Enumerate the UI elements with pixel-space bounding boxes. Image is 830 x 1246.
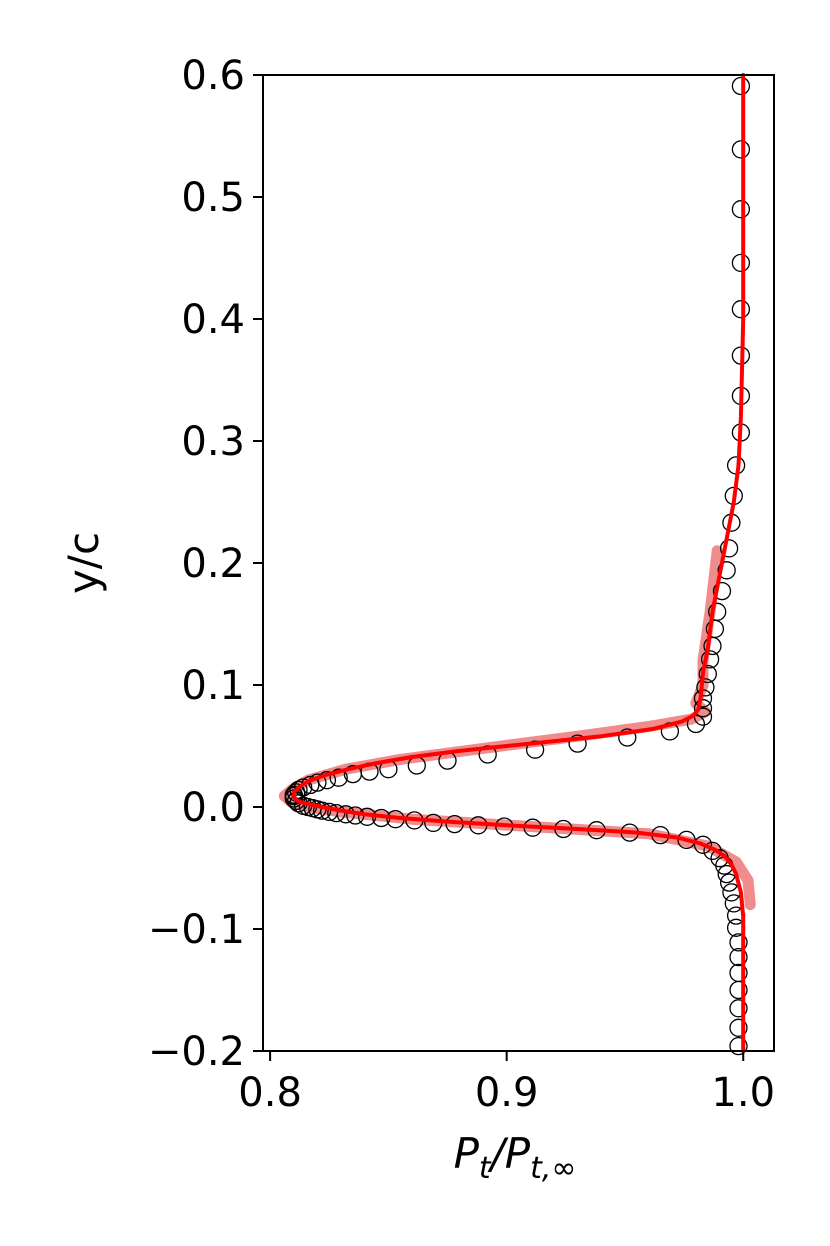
data-point	[729, 1036, 748, 1056]
data-point	[677, 830, 696, 850]
data-point	[717, 561, 736, 580]
data-point	[618, 728, 637, 747]
data-point	[731, 300, 751, 319]
data-point	[712, 581, 732, 601]
x-tick-label: 0.8	[238, 1070, 302, 1116]
series-line	[291, 73, 746, 1053]
y-tick-label: 0.5	[181, 175, 245, 221]
y-tick-label: 0.3	[181, 419, 245, 465]
x-tick-label: 1.0	[711, 1070, 775, 1116]
line-layer	[291, 73, 746, 1053]
y-axis-ticks: −0.2 −0.1 0.0 0.1 0.2 0.3 0.4 0.5 0.6	[148, 53, 263, 1075]
data-point	[703, 636, 722, 656]
x-tick-label: 0.9	[475, 1070, 539, 1116]
y-tick-label: −0.1	[148, 907, 245, 953]
y-tick-label: 0.4	[181, 297, 245, 343]
y-tick-label: −0.2	[148, 1029, 245, 1075]
x-axis-label: Pt/Pt,∞	[454, 1129, 577, 1186]
data-point	[693, 699, 713, 718]
y-tick-label: 0.2	[181, 541, 245, 587]
data-point	[729, 999, 748, 1018]
data-point	[729, 980, 748, 1000]
data-point	[329, 768, 348, 787]
y-tick-label: 0.0	[181, 785, 245, 831]
data-point	[729, 947, 748, 967]
y-tick-label: 0.1	[181, 663, 245, 709]
data-point	[731, 253, 751, 273]
data-point	[731, 200, 751, 219]
data-point	[693, 835, 713, 854]
data-point	[729, 933, 748, 952]
data-point	[731, 140, 751, 159]
data-point	[703, 841, 722, 861]
data-point	[719, 539, 739, 558]
x-axis-label-sub2: t,∞	[530, 1151, 576, 1186]
x-axis-label-main: P	[454, 1129, 480, 1178]
data-point	[696, 678, 715, 697]
y-axis-label: y/c	[59, 532, 108, 594]
data-point	[568, 734, 587, 753]
x-axis-label-sep: /P	[487, 1129, 531, 1178]
x-axis-label-sub1: t	[479, 1151, 492, 1186]
y-tick-label: 0.6	[181, 53, 245, 99]
data-point	[317, 771, 337, 790]
data-point	[731, 76, 751, 96]
data-point	[343, 764, 363, 784]
data-point	[729, 1018, 748, 1037]
data-point	[312, 801, 332, 820]
x-axis-ticks: 0.8 0.9 1.0	[238, 1051, 775, 1116]
data-point	[698, 664, 717, 684]
data-point	[700, 650, 720, 669]
